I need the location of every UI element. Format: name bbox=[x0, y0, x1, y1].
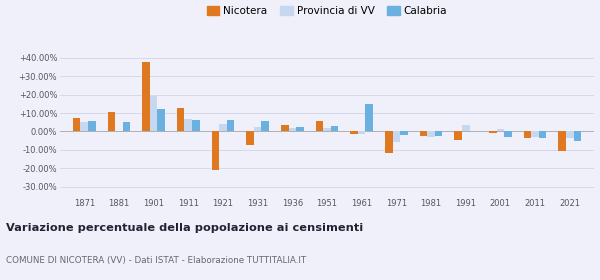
Bar bbox=[539, 132, 547, 138]
Bar bbox=[254, 127, 262, 132]
Bar bbox=[142, 62, 150, 132]
Bar bbox=[115, 130, 123, 132]
Bar bbox=[504, 132, 512, 137]
Bar bbox=[150, 96, 157, 132]
Bar bbox=[531, 132, 539, 137]
Bar bbox=[157, 109, 165, 132]
Bar bbox=[392, 132, 400, 142]
Bar bbox=[88, 121, 96, 132]
Bar bbox=[262, 121, 269, 132]
Bar bbox=[212, 132, 219, 170]
Bar bbox=[350, 132, 358, 134]
Bar bbox=[497, 129, 504, 132]
Bar bbox=[73, 118, 80, 132]
Bar bbox=[435, 132, 442, 136]
Bar bbox=[192, 120, 200, 132]
Bar bbox=[419, 132, 427, 136]
Legend: Nicotera, Provincia di VV, Calabria: Nicotera, Provincia di VV, Calabria bbox=[203, 2, 451, 20]
Bar bbox=[184, 120, 192, 132]
Bar bbox=[427, 132, 435, 137]
Bar bbox=[123, 122, 130, 132]
Bar bbox=[454, 132, 462, 140]
Bar bbox=[358, 132, 365, 134]
Bar bbox=[227, 120, 235, 132]
Bar bbox=[246, 132, 254, 145]
Bar bbox=[80, 122, 88, 132]
Bar bbox=[316, 121, 323, 132]
Bar bbox=[566, 132, 574, 138]
Bar bbox=[462, 125, 470, 132]
Bar bbox=[558, 132, 566, 151]
Bar bbox=[323, 128, 331, 132]
Bar bbox=[281, 125, 289, 132]
Bar bbox=[400, 132, 408, 135]
Bar bbox=[524, 132, 531, 138]
Bar bbox=[296, 127, 304, 132]
Bar bbox=[331, 126, 338, 132]
Text: Variazione percentuale della popolazione ai censimenti: Variazione percentuale della popolazione… bbox=[6, 223, 363, 233]
Bar bbox=[385, 132, 392, 153]
Bar bbox=[489, 132, 497, 133]
Bar bbox=[365, 104, 373, 132]
Bar bbox=[107, 112, 115, 132]
Bar bbox=[219, 124, 227, 132]
Text: COMUNE DI NICOTERA (VV) - Dati ISTAT - Elaborazione TUTTITALIA.IT: COMUNE DI NICOTERA (VV) - Dati ISTAT - E… bbox=[6, 256, 306, 265]
Bar bbox=[289, 128, 296, 132]
Bar bbox=[177, 108, 184, 132]
Bar bbox=[574, 132, 581, 141]
